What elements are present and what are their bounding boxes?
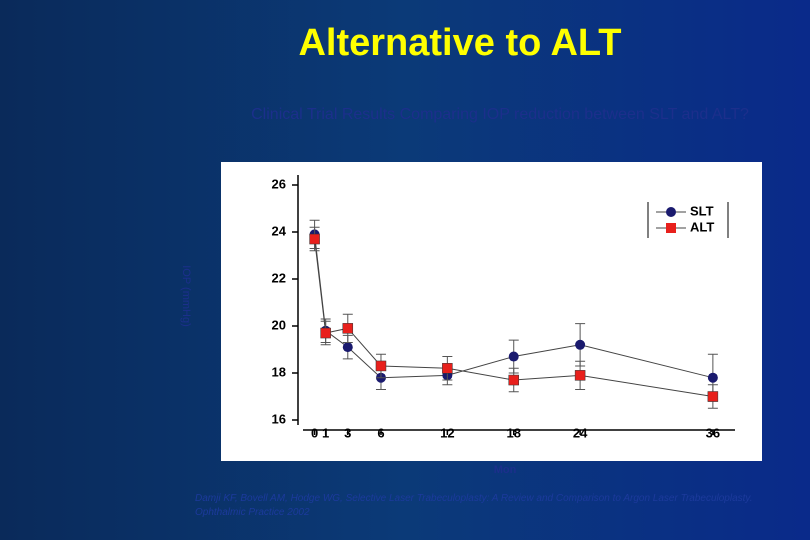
legend-label: ALT <box>690 219 714 234</box>
y-tick-label: 24 <box>272 223 287 238</box>
x-tick-label: 18 <box>506 425 520 440</box>
marker <box>442 363 453 374</box>
marker <box>508 351 519 362</box>
legend-marker <box>666 223 676 233</box>
y-tick-label: 16 <box>272 411 286 426</box>
y-tick-label: 22 <box>272 270 286 285</box>
y-tick-label: 20 <box>272 317 286 332</box>
marker <box>574 370 586 381</box>
marker <box>320 327 331 339</box>
footnote-box: Damji KF, Bovell AM, Hodge WG, Selective… <box>195 493 753 518</box>
x-axis-label: Mon <box>494 464 517 476</box>
marker <box>342 342 353 353</box>
legend-marker <box>666 207 676 217</box>
marker <box>342 323 354 334</box>
marker <box>575 339 586 350</box>
marker <box>707 391 719 402</box>
marker <box>508 374 519 386</box>
marker <box>309 233 320 245</box>
y-axis-label: IOP (mmHg) <box>180 265 192 327</box>
x-tick-label: 1 <box>322 425 329 440</box>
x-tick-label: 6 <box>377 425 384 440</box>
marker <box>375 360 387 372</box>
x-tick-label: 3 <box>344 425 351 440</box>
y-tick-label: 26 <box>272 176 286 191</box>
x-tick-label: 36 <box>706 425 720 440</box>
y-tick-label: 18 <box>272 364 286 379</box>
x-tick-label: 12 <box>440 425 454 440</box>
x-tick-label: 24 <box>573 425 588 440</box>
chart-title: Clinical Trial Results Comparing IOP red… <box>251 106 749 123</box>
plot-panel <box>221 162 762 461</box>
legend-label: SLT <box>690 203 714 218</box>
slide-title: Alternative to ALT <box>298 22 621 64</box>
chart-title-box: Clinical Trial Results Comparing IOP red… <box>251 106 749 123</box>
marker <box>707 372 718 383</box>
x-tick-label: 0 <box>311 425 318 440</box>
footnote: Damji KF, Bovell AM, Hodge WG, Selective… <box>195 493 753 518</box>
